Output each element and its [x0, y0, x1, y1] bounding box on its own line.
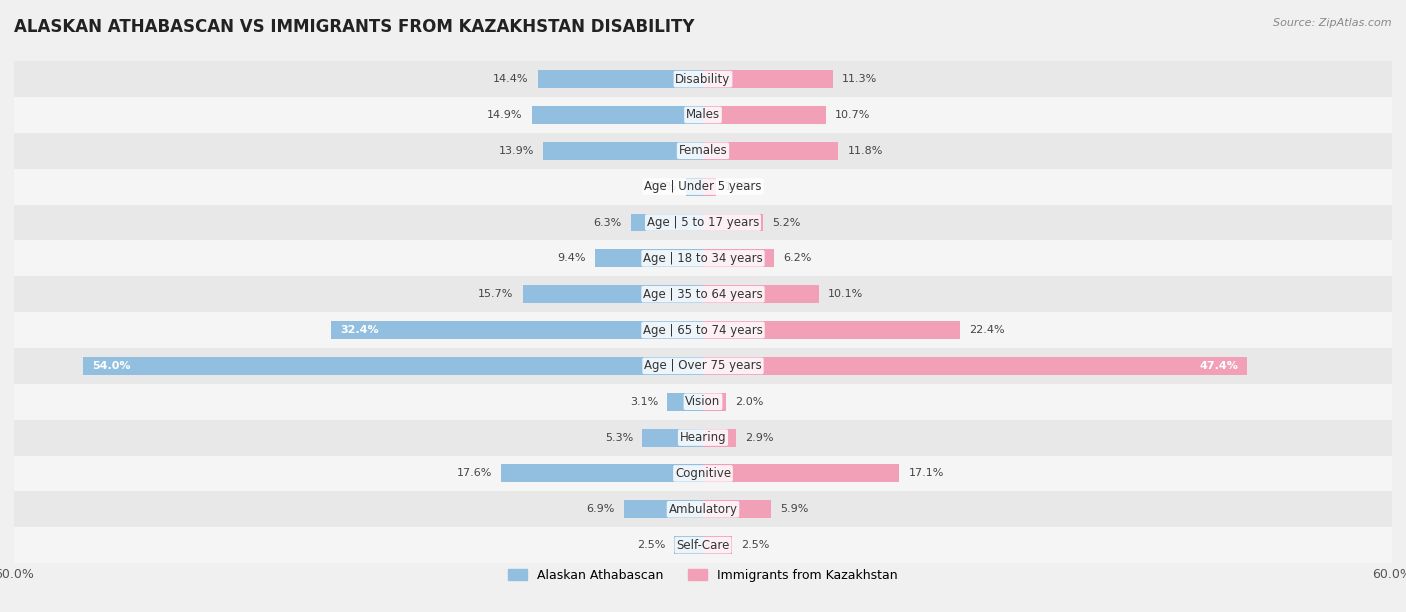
Text: Males: Males — [686, 108, 720, 121]
Bar — [14, 455, 1392, 491]
Bar — [14, 420, 1392, 455]
Bar — [14, 97, 1392, 133]
Bar — [703, 501, 770, 518]
Text: Age | Over 75 years: Age | Over 75 years — [644, 359, 762, 372]
Bar — [543, 142, 703, 160]
Text: Age | 65 to 74 years: Age | 65 to 74 years — [643, 324, 763, 337]
Text: Cognitive: Cognitive — [675, 467, 731, 480]
Text: 14.4%: 14.4% — [494, 74, 529, 84]
Text: 11.3%: 11.3% — [842, 74, 877, 84]
Text: 15.7%: 15.7% — [478, 289, 513, 299]
Text: ALASKAN ATHABASCAN VS IMMIGRANTS FROM KAZAKHSTAN DISABILITY: ALASKAN ATHABASCAN VS IMMIGRANTS FROM KA… — [14, 18, 695, 36]
Text: 10.7%: 10.7% — [835, 110, 870, 120]
Bar — [675, 536, 703, 554]
Text: 54.0%: 54.0% — [93, 361, 131, 371]
Bar — [330, 321, 703, 339]
Bar — [531, 106, 703, 124]
Bar — [703, 357, 1247, 375]
Text: Source: ZipAtlas.com: Source: ZipAtlas.com — [1274, 18, 1392, 28]
Text: 13.9%: 13.9% — [499, 146, 534, 156]
Text: 14.9%: 14.9% — [488, 110, 523, 120]
Bar — [631, 214, 703, 231]
Text: 2.0%: 2.0% — [735, 397, 763, 407]
Bar — [14, 241, 1392, 276]
Text: Ambulatory: Ambulatory — [668, 503, 738, 516]
Bar — [537, 70, 703, 88]
Text: Self-Care: Self-Care — [676, 539, 730, 551]
Text: 1.5%: 1.5% — [648, 182, 676, 192]
Text: 6.3%: 6.3% — [593, 217, 621, 228]
Bar — [703, 393, 725, 411]
Text: 5.3%: 5.3% — [605, 433, 633, 442]
Text: Age | Under 5 years: Age | Under 5 years — [644, 180, 762, 193]
Text: 17.6%: 17.6% — [457, 468, 492, 479]
Bar — [624, 501, 703, 518]
Legend: Alaskan Athabascan, Immigrants from Kazakhstan: Alaskan Athabascan, Immigrants from Kaza… — [503, 564, 903, 587]
Text: 3.1%: 3.1% — [630, 397, 658, 407]
Bar — [14, 384, 1392, 420]
Text: Vision: Vision — [685, 395, 721, 408]
Text: 47.4%: 47.4% — [1199, 361, 1239, 371]
Bar — [14, 169, 1392, 204]
Text: 5.2%: 5.2% — [772, 217, 800, 228]
Bar — [14, 491, 1392, 527]
Bar — [14, 312, 1392, 348]
Text: Females: Females — [679, 144, 727, 157]
Text: Age | 5 to 17 years: Age | 5 to 17 years — [647, 216, 759, 229]
Text: Age | 35 to 64 years: Age | 35 to 64 years — [643, 288, 763, 300]
Text: 5.9%: 5.9% — [780, 504, 808, 514]
Bar — [703, 142, 838, 160]
Text: 6.2%: 6.2% — [783, 253, 811, 263]
Text: Disability: Disability — [675, 73, 731, 86]
Text: Age | 18 to 34 years: Age | 18 to 34 years — [643, 252, 763, 265]
Text: 2.9%: 2.9% — [745, 433, 773, 442]
Text: 2.5%: 2.5% — [637, 540, 665, 550]
Text: 1.1%: 1.1% — [725, 182, 754, 192]
Bar — [14, 527, 1392, 563]
Bar — [14, 61, 1392, 97]
Bar — [595, 250, 703, 267]
Text: 32.4%: 32.4% — [340, 325, 378, 335]
Bar — [703, 465, 900, 482]
Bar — [703, 428, 737, 447]
Text: 2.5%: 2.5% — [741, 540, 769, 550]
Bar — [686, 177, 703, 196]
Bar — [14, 133, 1392, 169]
Bar — [523, 285, 703, 303]
Bar — [703, 214, 762, 231]
Bar — [14, 276, 1392, 312]
Bar — [703, 536, 731, 554]
Bar — [703, 285, 818, 303]
Bar — [668, 393, 703, 411]
Text: 9.4%: 9.4% — [557, 253, 586, 263]
Bar — [703, 70, 832, 88]
Bar — [703, 321, 960, 339]
Text: Hearing: Hearing — [679, 431, 727, 444]
Text: 6.9%: 6.9% — [586, 504, 614, 514]
Bar — [703, 106, 825, 124]
Bar — [703, 250, 775, 267]
Bar — [501, 465, 703, 482]
Bar — [703, 177, 716, 196]
Text: 10.1%: 10.1% — [828, 289, 863, 299]
Text: 22.4%: 22.4% — [969, 325, 1005, 335]
Text: 17.1%: 17.1% — [908, 468, 943, 479]
Bar — [643, 428, 703, 447]
Bar — [14, 348, 1392, 384]
Text: 11.8%: 11.8% — [848, 146, 883, 156]
Bar — [14, 204, 1392, 241]
Bar — [83, 357, 703, 375]
